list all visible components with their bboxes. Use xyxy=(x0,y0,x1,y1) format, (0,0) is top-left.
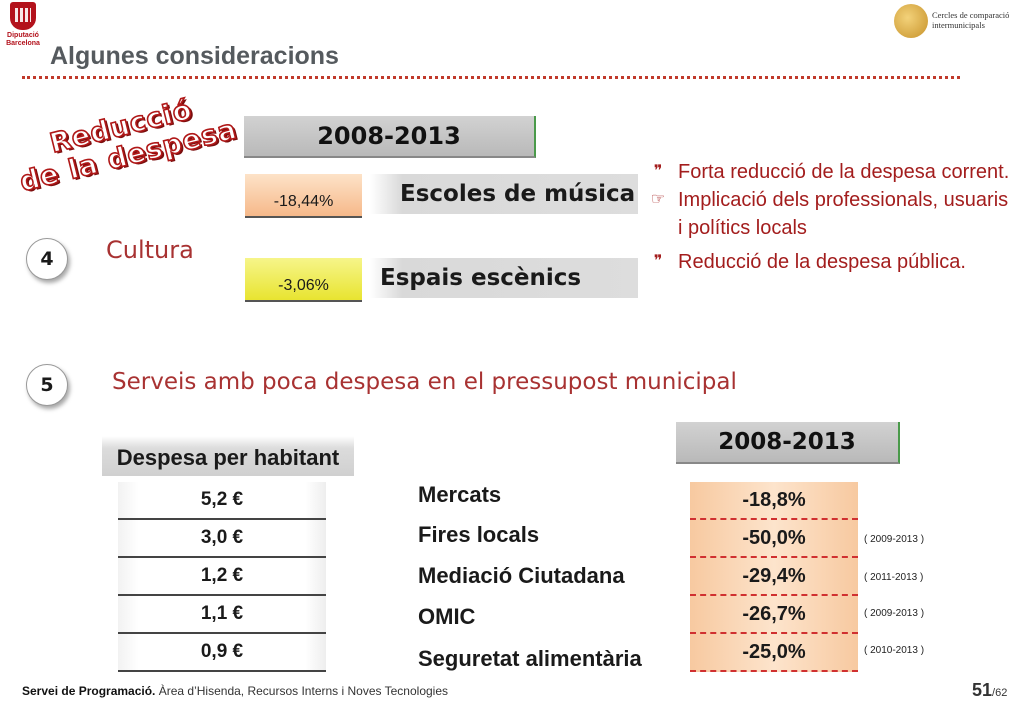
table-row-value: 3,0 € xyxy=(118,520,326,558)
pilcrow-icon: ❞ xyxy=(653,253,663,270)
pilcrow-icon: ❞ xyxy=(653,163,663,180)
logo-left-text: Diputació Barcelona xyxy=(6,32,40,47)
footer-area: Àrea d’Hisenda, Recursos Interns i Noves… xyxy=(155,684,448,698)
footer: Servei de Programació. Àrea d’Hisenda, R… xyxy=(22,684,448,698)
logo-right-text: Cercles de comparació intermunicipals xyxy=(932,10,1010,30)
service-name: Seguretat alimentària xyxy=(418,646,642,671)
section-label-serveis: Serveis amb poca despesa en el pressupos… xyxy=(112,369,737,395)
section-number-5: 5 xyxy=(26,364,68,406)
change-value: -29,4% xyxy=(690,558,858,596)
table-row-value: 1,1 € xyxy=(118,596,326,634)
reduction-stamp: Reducció de la despesa xyxy=(6,85,244,199)
page-number: 51/62 xyxy=(972,680,1007,701)
period-range: ( 2010-2013 ) xyxy=(864,645,925,656)
table-row-value: 5,2 € xyxy=(118,482,326,520)
service-name: Mercats xyxy=(418,482,502,507)
label-escoles: Escoles de música xyxy=(370,174,638,214)
section-label-cultura: Cultura xyxy=(106,236,194,264)
globe-icon xyxy=(894,4,928,38)
table-row-value: 1,2 € xyxy=(118,558,326,596)
period-range: ( 2011-2013 ) xyxy=(864,572,924,583)
title-divider xyxy=(22,76,960,79)
page-current: 51 xyxy=(972,680,993,700)
label-espais: Espais escènics xyxy=(370,258,638,298)
table-row-value: 0,9 € xyxy=(118,634,326,672)
footer-dept: Servei de Programació. xyxy=(22,684,156,698)
bullet-item: ❞ Forta reducció de la despesa corrent. xyxy=(648,158,1018,186)
cultura-bullets: ❞ Forta reducció de la despesa corrent. … xyxy=(648,158,1018,276)
service-name: Mediació Ciutadana xyxy=(418,563,625,588)
serveis-period-header: 2008-2013 xyxy=(676,422,900,464)
change-value: -50,0% xyxy=(690,520,858,558)
page-title: Algunes consideracions xyxy=(50,42,339,70)
cercles-logo: Cercles de comparació intermunicipals xyxy=(894,4,1020,40)
period-range: ( 2009-2013 ) xyxy=(864,534,925,545)
period-range: ( 2009-2013 ) xyxy=(864,608,925,619)
change-value: -25,0% xyxy=(690,634,858,672)
cultura-period-header: 2008-2013 xyxy=(244,116,536,158)
service-name: Fires locals xyxy=(418,522,540,547)
section-number-4: 4 xyxy=(26,238,68,280)
service-name: OMIC xyxy=(418,604,476,629)
pct-escoles: -18,44% xyxy=(245,174,362,218)
pct-espais: -3,06% xyxy=(245,258,362,302)
bullet-item: ☞ Implicació dels professionals, usuaris… xyxy=(648,186,1018,242)
shield-icon xyxy=(10,2,36,30)
table-header-despesa: Despesa per habitant xyxy=(102,436,354,476)
change-value: -18,8% xyxy=(690,482,858,520)
page-total: /62 xyxy=(992,687,1008,699)
hand-icon: ☞ xyxy=(650,191,666,208)
change-value: -26,7% xyxy=(690,596,858,634)
diputacio-logo: Diputació Barcelona xyxy=(6,2,40,50)
bullet-item: ❞ Reducció de la despesa pública. xyxy=(648,248,1018,276)
